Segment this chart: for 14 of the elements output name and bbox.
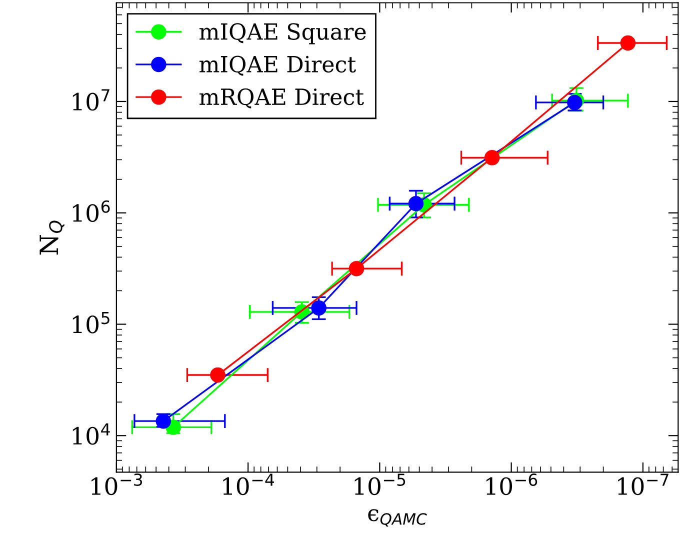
y-tick-label: 10$^{6}$	[72, 200, 110, 222]
x-tick-label: 10$^{−3}$	[92, 473, 142, 496]
y-tick-label: 10$^{4}$	[72, 423, 110, 445]
legend-label: mIQAE Square	[199, 23, 366, 44]
y-axis-title: N$_{Q}$	[40, 220, 64, 255]
y-tick-label: 10$^{5}$	[72, 312, 110, 334]
x-axis-title: ϵ$_{QAMC}$	[368, 509, 427, 527]
legend-label: mRQAE Direct	[199, 88, 364, 108]
x-tick-label: 10$^{−7}$	[618, 474, 668, 496]
x-tick-label: 10$^{−6}$	[486, 473, 538, 496]
x-tick-label: 10$^{−5}$	[354, 474, 406, 496]
legend-label: mIQAE Direct	[199, 56, 356, 76]
x-tick-label: 10$^{−4}$	[223, 474, 274, 496]
y-tick-label: 10$^{7}$	[72, 89, 110, 111]
